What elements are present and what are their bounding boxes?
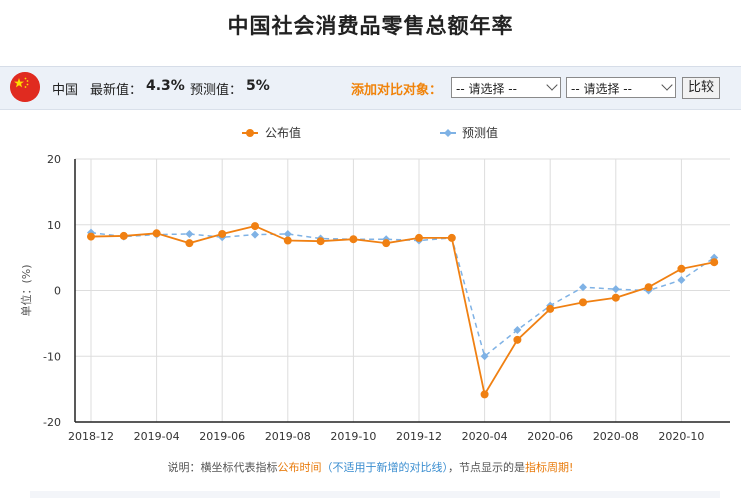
actual-point	[87, 232, 95, 241]
note-highlight-publish-time: 公布时间	[277, 461, 322, 474]
y-tick-label: -20	[43, 416, 61, 429]
actual-point	[185, 239, 194, 248]
forecast-point	[677, 275, 686, 284]
x-tick-label: 2020-10	[658, 430, 704, 443]
forecast-point	[579, 283, 587, 292]
y-tick-label: 10	[47, 219, 61, 232]
actual-point	[218, 229, 227, 238]
compare-select-1-value: -- 请选择 --	[456, 82, 517, 96]
x-tick-label: 2019-06	[199, 430, 245, 443]
actual-point	[349, 235, 358, 244]
x-tick-label: 2020-06	[527, 430, 573, 443]
note-middle: ，节点显示的是	[448, 461, 526, 474]
chevron-down-icon	[546, 79, 558, 91]
compare-button[interactable]: 比较	[682, 77, 720, 99]
forecast-series-line	[90, 231, 715, 358]
footer-strip	[30, 491, 720, 498]
compare-select-2-value: -- 请选择 --	[571, 82, 632, 96]
actual-point	[382, 239, 391, 248]
actual-point	[611, 293, 620, 302]
actual-point	[677, 264, 686, 273]
country-name: 中国	[52, 83, 79, 98]
legend-actual-marker	[246, 129, 254, 137]
page-title: 中国社会消费品零售总额年率	[227, 14, 514, 38]
actual-point	[579, 298, 587, 307]
note-end: !	[569, 461, 574, 474]
chart-note: 说明：横坐标代表指标公布时间（不适用于新增的对比线），节点显示的是指标周期!	[0, 459, 741, 475]
x-tick-label: 2019-08	[265, 430, 311, 443]
actual-point	[316, 237, 325, 246]
note-not-applicable: 不适用于新增的对比线	[332, 461, 443, 474]
y-tick-label: 0	[54, 285, 61, 298]
chevron-down-icon	[661, 79, 673, 91]
note-prefix: 说明：横坐标代表指标	[167, 461, 278, 474]
note-paren-open: （	[321, 461, 333, 474]
y-axis-label: 单位：(%)	[19, 264, 33, 316]
line-chart: 20 10 0 -10 -20 2018-12 2019-04 2019-06 2019-08 2…	[19, 125, 730, 443]
latest-value: 4.3%	[146, 78, 185, 94]
x-tick-label: 2020-04	[462, 430, 508, 443]
actual-point	[415, 233, 423, 242]
indicator-panel: 中国 最新值： 4.3% 预测值： 5% 添加对比对象： -- 请选择 -- -…	[0, 66, 741, 498]
actual-point	[644, 283, 653, 292]
actual-point	[513, 335, 522, 344]
actual-point	[447, 233, 456, 242]
note-highlight-period: 指标周期	[525, 461, 570, 474]
forecast-point	[513, 325, 522, 334]
compare-select-2[interactable]: -- 请选择 --	[566, 77, 676, 98]
forecast-label: 预测值：	[190, 83, 243, 98]
y-tick-label: -10	[43, 350, 61, 363]
actual-point	[152, 229, 161, 238]
y-tick-label: 20	[47, 153, 61, 166]
legend-forecast-label: 预测值	[462, 125, 498, 140]
actual-point	[546, 304, 555, 313]
forecast-point	[251, 230, 259, 239]
x-tick-label: 2019-04	[134, 430, 180, 443]
actual-point	[710, 258, 719, 267]
actual-point	[119, 231, 128, 240]
toolbar: 中国 最新值： 4.3% 预测值： 5% 添加对比对象： -- 请选择 -- -…	[0, 67, 741, 110]
compare-label: 添加对比对象：	[351, 83, 443, 98]
x-tick-label: 2018-12	[68, 430, 114, 443]
x-tick-label: 2020-08	[593, 430, 639, 443]
legend-forecast-marker	[444, 129, 452, 137]
forecast-point	[185, 229, 194, 238]
forecast-point	[283, 229, 292, 238]
actual-series-line	[90, 225, 715, 397]
actual-point	[480, 390, 489, 399]
legend-actual-label: 公布值	[265, 125, 301, 140]
actual-point	[251, 222, 259, 231]
x-tick-label: 2019-12	[396, 430, 442, 443]
latest-label: 最新值：	[90, 83, 143, 98]
actual-point	[283, 236, 292, 245]
forecast-point	[480, 352, 489, 361]
x-tick-label: 2019-10	[330, 430, 376, 443]
forecast-point	[611, 285, 620, 294]
forecast-value: 5%	[246, 78, 270, 94]
china-flag-icon	[10, 72, 40, 102]
compare-select-1[interactable]: -- 请选择 --	[451, 77, 561, 98]
note-paren-close: ）	[442, 461, 449, 474]
